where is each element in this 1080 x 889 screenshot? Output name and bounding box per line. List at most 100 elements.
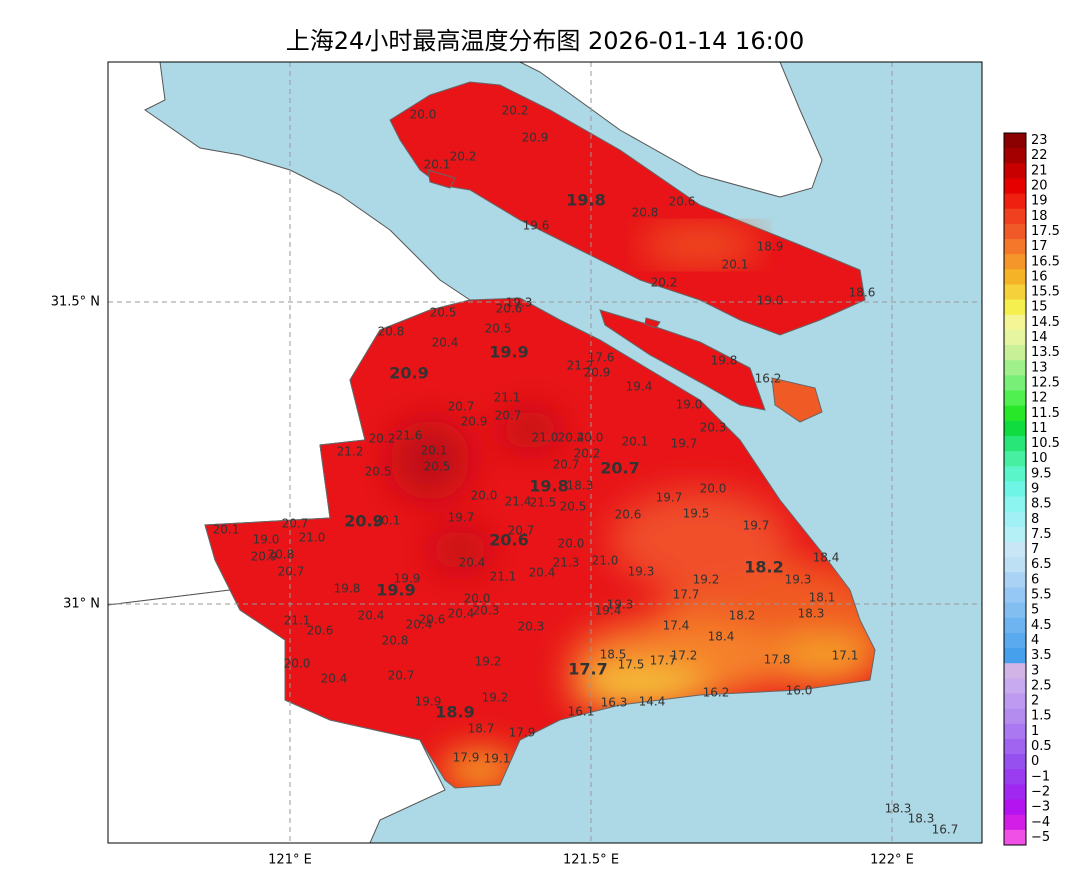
station-value: 20.0	[558, 537, 585, 551]
lon-label: 121° E	[268, 853, 312, 868]
colorbar-label: 12.5	[1031, 375, 1060, 390]
colorbar-swatch	[1004, 784, 1026, 801]
colorbar-swatch	[1004, 466, 1026, 482]
colorbar-label: 21	[1031, 163, 1048, 178]
station-value: 17.7	[673, 588, 700, 602]
colorbar-swatch	[1004, 769, 1026, 785]
colorbar-swatch	[1004, 284, 1026, 301]
colorbar-swatch	[1004, 133, 1026, 149]
station-value: 20.9	[522, 131, 549, 145]
colorbar-label: 1	[1031, 724, 1039, 739]
station-value: 19.2	[475, 655, 502, 669]
station-value: 19.5	[683, 507, 710, 521]
colorbar-label: 10	[1031, 451, 1048, 466]
station-value: 20.6	[489, 531, 528, 550]
colorbar-label: 18	[1031, 209, 1048, 224]
colorbar-label: 9	[1031, 482, 1039, 497]
station-value: 16.2	[755, 372, 782, 386]
colorbar-label: 2	[1031, 694, 1039, 709]
chongming-island	[389, 81, 866, 336]
colorbar-label: 15	[1031, 300, 1048, 315]
station-value: 21.1	[490, 570, 517, 584]
station-value: 18.3	[798, 607, 825, 621]
station-value: 21.1	[494, 391, 521, 405]
colorbar-swatch	[1004, 678, 1026, 695]
station-value: 20.4	[432, 336, 459, 350]
station-value: 20.8	[378, 325, 405, 339]
colorbar-label: 5.5	[1031, 588, 1052, 603]
station-value: 20.1	[213, 523, 240, 537]
station-value: 20.3	[700, 421, 727, 435]
station-value: 20.4	[406, 618, 433, 632]
colorbar-label: −2	[1031, 784, 1050, 799]
station-value: 19.9	[489, 343, 528, 362]
station-value: 20.3	[473, 604, 500, 618]
station-value: 18.9	[435, 703, 474, 722]
colorbar-swatch	[1004, 193, 1026, 210]
colorbar-label: 23	[1031, 133, 1048, 148]
colorbar-label: −4	[1031, 815, 1050, 830]
lat-label: 31.5° N	[51, 295, 100, 310]
station-value: 18.2	[744, 558, 783, 577]
colorbar-label: 17.5	[1031, 224, 1060, 239]
colorbar-label: 3	[1031, 663, 1039, 678]
colorbar-label: 11.5	[1031, 406, 1060, 421]
station-value: 20.7	[553, 458, 580, 472]
station-value: 20.2	[502, 104, 529, 118]
colorbar-swatch	[1004, 602, 1026, 619]
station-value: 20.6	[496, 302, 523, 316]
station-value: 20.4	[448, 607, 475, 621]
colorbar-swatch	[1004, 360, 1026, 376]
colorbar-label: 9.5	[1031, 466, 1052, 481]
colorbar-label: 5	[1031, 603, 1039, 618]
colorbar-swatch	[1004, 405, 1026, 422]
station-value: 19.8	[566, 191, 605, 210]
chongming-warm-zone	[640, 223, 760, 267]
station-value: 20.8	[268, 548, 295, 562]
colorbar-swatch	[1004, 451, 1026, 467]
station-value: 20.1	[722, 258, 749, 272]
station-labels: 20.0 20.220.920.120.219.820.820.619.618.9…	[213, 104, 959, 837]
colorbar-label: −3	[1031, 800, 1050, 815]
station-value: 17.7	[650, 654, 677, 668]
colorbar-label: 6	[1031, 572, 1039, 587]
station-value: 16.1	[568, 705, 595, 719]
colorbar-swatch	[1004, 617, 1026, 634]
colorbar-label: 22	[1031, 148, 1048, 163]
station-value: 18.3	[567, 479, 594, 493]
station-value: 21.6	[396, 429, 423, 443]
colorbar-swatch	[1004, 435, 1026, 452]
station-value: 21.3	[553, 556, 580, 570]
colorbar-swatch	[1004, 329, 1026, 346]
station-value: 21.2	[337, 445, 364, 459]
station-value: 19.7	[448, 511, 475, 525]
station-value: 20.5	[430, 306, 457, 320]
station-value: 19.2	[693, 573, 720, 587]
station-value: 17.7	[568, 660, 607, 679]
station-value: 21.5	[530, 496, 557, 510]
colorbar-swatch	[1004, 299, 1026, 316]
colorbar-label: 10.5	[1031, 436, 1060, 451]
colorbar-label: 13	[1031, 360, 1048, 375]
colorbar-swatch	[1004, 723, 1026, 740]
station-value: 18.3	[908, 812, 935, 826]
station-value: 17.6	[588, 351, 615, 365]
plot-frame	[107, 61, 983, 844]
colorbar-frame	[1003, 132, 1027, 846]
station-value: 19.9	[415, 695, 442, 709]
station-value: 20.5	[365, 465, 392, 479]
station-value: 20.6	[307, 624, 334, 638]
colorbar-swatch	[1004, 208, 1026, 225]
station-value: 20.9	[461, 415, 488, 429]
colorbar-label: 2.5	[1031, 678, 1052, 693]
colorbar-label: 6.5	[1031, 557, 1052, 572]
colorbar-label: 1.5	[1031, 709, 1052, 724]
colorbar-label: 4	[1031, 633, 1039, 648]
station-value: 18.6	[849, 286, 876, 300]
colorbar-label: 17	[1031, 239, 1048, 254]
station-value: 18.7	[468, 722, 495, 736]
colorbar-swatch	[1004, 314, 1026, 331]
station-value: 20.4	[358, 609, 385, 623]
station-value: 17.9	[453, 751, 480, 765]
